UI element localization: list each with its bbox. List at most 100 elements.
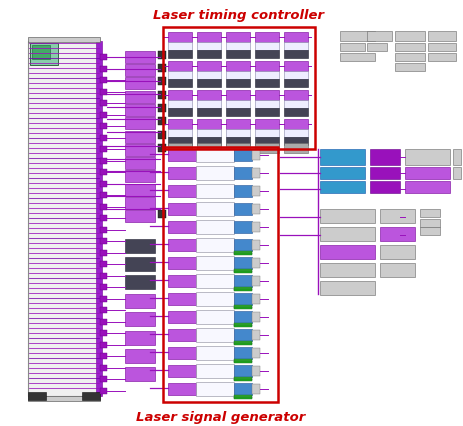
Bar — [195, 167, 233, 181]
Bar — [283, 43, 307, 51]
Bar — [452, 150, 460, 166]
Bar — [168, 204, 195, 216]
Bar — [158, 52, 166, 60]
Bar — [125, 92, 155, 104]
Bar — [125, 294, 155, 308]
Bar — [100, 227, 107, 233]
Bar — [251, 151, 259, 161]
Bar — [100, 101, 107, 107]
Bar — [255, 138, 278, 146]
Bar — [125, 78, 155, 90]
Bar — [168, 186, 195, 198]
Bar — [339, 54, 374, 62]
Bar — [233, 275, 251, 287]
Bar — [100, 319, 107, 325]
Bar — [255, 51, 278, 59]
Bar — [251, 259, 259, 268]
Bar — [233, 289, 251, 291]
Bar — [28, 396, 100, 401]
Bar — [283, 101, 307, 109]
Bar — [100, 135, 107, 141]
Bar — [32, 46, 50, 60]
Bar — [195, 346, 233, 360]
Bar — [195, 328, 233, 342]
Bar — [195, 364, 233, 378]
Bar — [233, 251, 251, 254]
Bar — [369, 150, 399, 166]
Bar — [100, 204, 107, 210]
Bar — [100, 181, 107, 187]
Text: Laser signal generator: Laser signal generator — [136, 410, 305, 423]
Bar — [125, 367, 155, 381]
Bar — [255, 130, 278, 138]
Bar — [319, 167, 364, 180]
Bar — [251, 276, 259, 286]
Bar — [283, 91, 307, 101]
Bar — [125, 158, 155, 170]
Bar — [233, 253, 251, 256]
Bar — [251, 204, 259, 215]
Bar — [100, 147, 107, 153]
Bar — [168, 347, 195, 359]
Bar — [158, 210, 166, 219]
Bar — [100, 216, 107, 222]
Bar — [96, 42, 102, 396]
Bar — [197, 80, 220, 88]
Bar — [394, 64, 424, 72]
Bar — [158, 118, 166, 126]
Bar — [168, 130, 192, 138]
Bar — [197, 62, 220, 72]
Bar — [197, 91, 220, 101]
Bar — [195, 310, 233, 324]
Bar — [233, 397, 251, 399]
Bar — [419, 210, 439, 218]
Bar — [255, 72, 278, 80]
Bar — [283, 144, 307, 154]
Bar — [168, 222, 195, 233]
Bar — [125, 170, 155, 183]
Bar — [125, 331, 155, 345]
Bar — [197, 138, 220, 146]
Bar — [233, 186, 251, 198]
Bar — [404, 181, 449, 193]
Bar — [197, 130, 220, 138]
Bar — [125, 118, 155, 130]
Bar — [195, 149, 233, 163]
Bar — [379, 210, 414, 224]
Text: Laser timing controller: Laser timing controller — [153, 9, 324, 22]
Bar — [283, 62, 307, 72]
Bar — [251, 366, 259, 376]
Bar — [251, 330, 259, 340]
Bar — [100, 376, 107, 382]
Bar — [233, 347, 251, 359]
Bar — [366, 32, 391, 42]
Bar — [251, 240, 259, 250]
Bar — [319, 245, 374, 259]
Bar — [233, 377, 251, 380]
Bar — [168, 72, 192, 80]
Bar — [225, 62, 250, 72]
Bar — [168, 365, 195, 377]
Bar — [28, 38, 100, 43]
Bar — [168, 138, 192, 146]
Bar — [168, 109, 192, 117]
Bar — [163, 28, 314, 150]
Bar — [197, 43, 220, 51]
Bar — [125, 239, 155, 253]
Bar — [394, 32, 424, 42]
Bar — [283, 120, 307, 130]
Bar — [233, 359, 251, 362]
Bar — [195, 382, 233, 396]
Bar — [125, 65, 155, 77]
Bar — [225, 33, 250, 43]
Bar — [168, 120, 192, 130]
Bar — [225, 130, 250, 138]
Bar — [283, 80, 307, 88]
Bar — [233, 325, 251, 327]
Bar — [195, 202, 233, 216]
Bar — [100, 353, 107, 359]
Bar — [233, 271, 251, 273]
Bar — [125, 198, 155, 210]
Bar — [100, 388, 107, 394]
Bar — [100, 365, 107, 371]
